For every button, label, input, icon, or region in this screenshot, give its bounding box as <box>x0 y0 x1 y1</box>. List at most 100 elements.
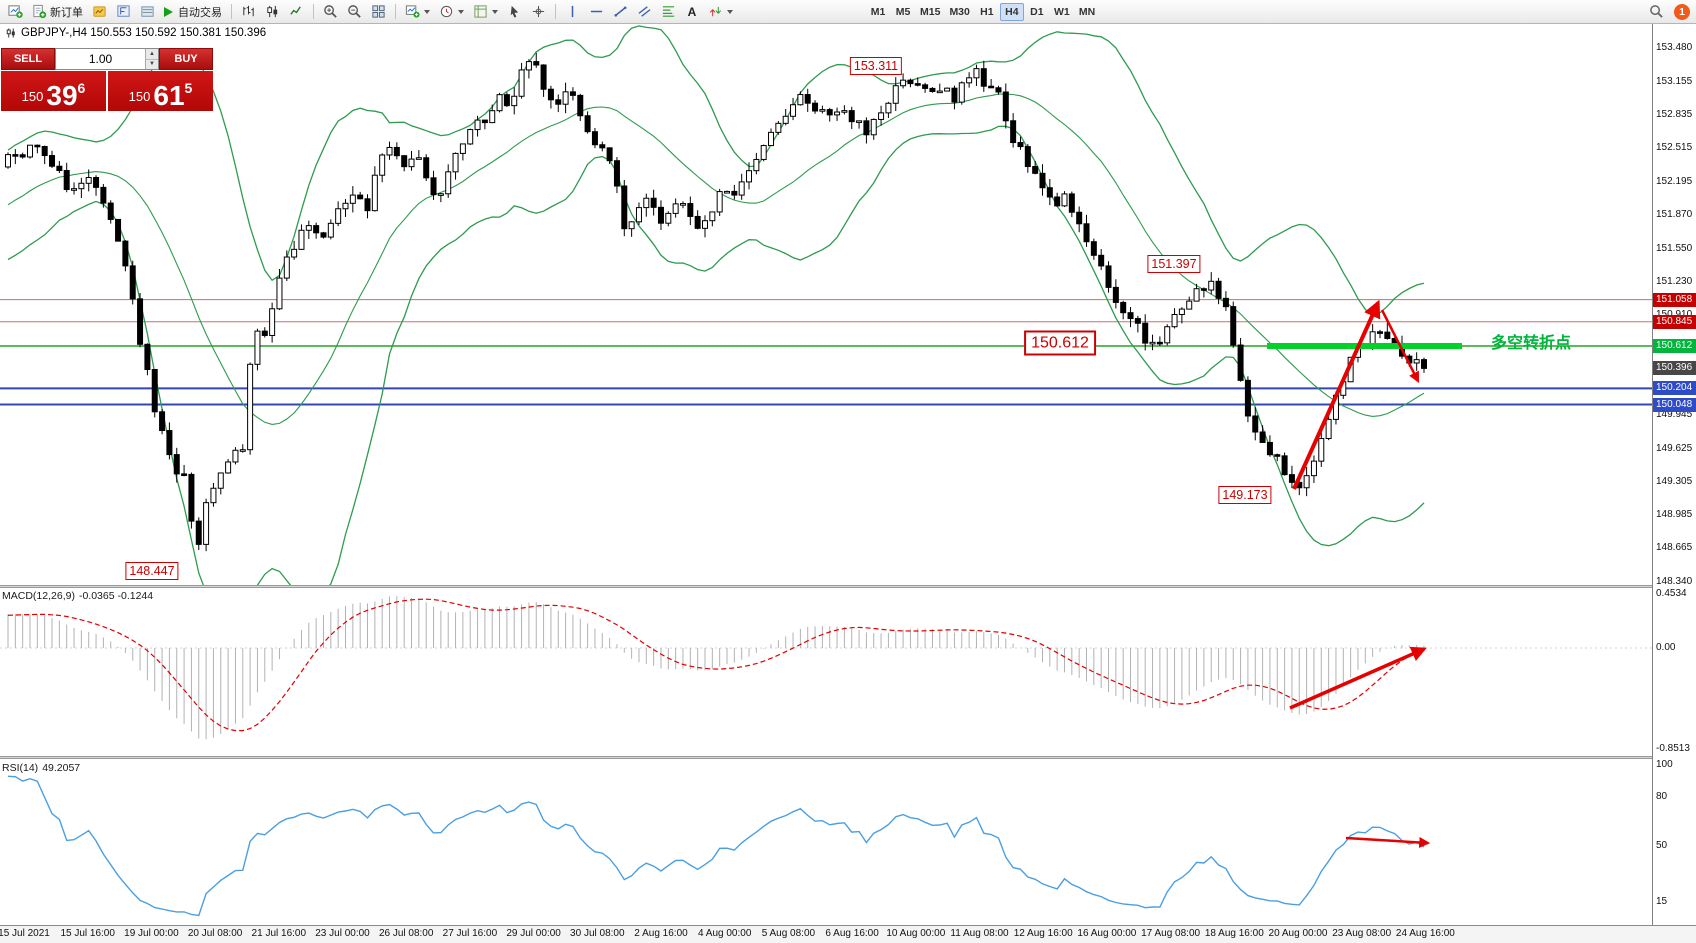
rsi-tick: 100 <box>1656 759 1673 770</box>
volume-up-button[interactable]: ▲ <box>146 49 158 60</box>
price-marker-label: 151.058 <box>1653 292 1696 307</box>
buy-price-sup: 5 <box>184 80 193 96</box>
notification-badge[interactable]: 1 <box>1674 3 1690 20</box>
bar-chart-button[interactable] <box>237 2 260 22</box>
time-tick: 4 Aug 00:00 <box>697 928 752 939</box>
sell-price-button[interactable]: 150 39 6 <box>1 71 106 111</box>
chart-icon <box>5 28 15 38</box>
text-icon: A <box>687 4 697 19</box>
timeframe-m1-button[interactable]: M1 <box>870 5 886 18</box>
cursor-button[interactable] <box>503 2 526 22</box>
fibonacci-button[interactable] <box>657 2 680 22</box>
tile-windows-button[interactable] <box>367 2 390 22</box>
timeframe-m30-button[interactable]: M30 <box>949 5 970 18</box>
price-tick: 148.985 <box>1656 508 1693 520</box>
market-watch-button[interactable] <box>88 2 111 22</box>
buy-price-big: 61 <box>153 80 185 111</box>
new-order-icon <box>32 4 47 19</box>
channel-button[interactable] <box>633 2 656 22</box>
timeframe-mn-button[interactable]: MN <box>1078 5 1096 18</box>
templates-button[interactable] <box>469 2 502 22</box>
sell-price-main: 150 <box>21 89 44 104</box>
time-tick: 26 Jul 08:00 <box>378 928 434 939</box>
autotrading-button[interactable]: 自动交易 <box>160 2 226 22</box>
new-order-button[interactable]: 新订单 <box>28 2 87 22</box>
timeframe-h4-button[interactable]: H4 <box>999 2 1024 21</box>
time-tick: 20 Aug 00:00 <box>1268 928 1328 939</box>
buy-button[interactable]: BUY <box>159 48 213 70</box>
timeframe-m5-button[interactable]: M5 <box>895 5 911 18</box>
search-button[interactable] <box>1645 2 1668 22</box>
price-marker-label: 150.845 <box>1653 314 1696 329</box>
macd-plot <box>0 596 1652 740</box>
arrange-charts-icon <box>405 4 420 18</box>
time-tick: 23 Jul 00:00 <box>315 928 370 939</box>
price-plot <box>0 25 1652 585</box>
horizontal-line-button[interactable] <box>585 2 608 22</box>
arrows-button[interactable] <box>704 2 737 22</box>
one-click-trading-widget: SELL 1.00 ▲ ▼ BUY 150 39 6 150 61 5 <box>1 48 213 111</box>
time-axis[interactable]: 15 Jul 2021 15 Jul 16:00 19 Jul 00:00 20 Ju… <box>0 925 1696 943</box>
time-tick: 2 Aug 16:00 <box>634 928 688 939</box>
panel-separator[interactable] <box>0 585 1696 588</box>
time-tick: 19 Jul 00:00 <box>124 928 179 939</box>
price-axis[interactable]: 153.480 153.155 152.835 152.515 152.195 151.8… <box>1652 24 1696 925</box>
new-chart-button[interactable] <box>4 2 27 22</box>
time-tick: 6 Aug 16:00 <box>825 928 879 939</box>
timeframe-m15-button[interactable]: M15 <box>920 5 941 18</box>
volume-down-button[interactable]: ▼ <box>146 59 158 69</box>
price-tick: 152.515 <box>1656 142 1693 154</box>
period-clock-button[interactable] <box>435 2 468 22</box>
market-watch-icon <box>92 4 107 19</box>
new-chart-icon <box>8 4 23 18</box>
time-tick: 29 Jul 00:00 <box>506 928 561 939</box>
time-tick: 30 Jul 08:00 <box>570 928 625 939</box>
chevron-down-icon <box>492 9 498 14</box>
crosshair-button[interactable] <box>527 2 550 22</box>
sell-price-sup: 6 <box>77 80 86 96</box>
buy-price-button[interactable]: 150 61 5 <box>108 71 213 111</box>
time-tick: 10 Aug 00:00 <box>886 928 946 939</box>
zoom-out-button[interactable] <box>343 2 366 22</box>
rsi-arrow <box>1345 836 1431 848</box>
toolbar-separator <box>231 4 232 19</box>
rally-arrow <box>1292 299 1381 490</box>
timeframe-h1-button[interactable]: H1 <box>980 5 994 18</box>
toolbar-separator <box>395 4 396 19</box>
period-clock-icon <box>439 4 454 19</box>
price-tick: 151.550 <box>1656 242 1693 254</box>
price-annotation-149173: 149.173 <box>1218 486 1272 505</box>
arrows-icon <box>708 4 723 19</box>
macd-arrow <box>1289 646 1427 710</box>
macd-tick: 0.00 <box>1656 642 1676 653</box>
trendline-icon <box>614 6 627 17</box>
candlestick-chart-button[interactable] <box>261 2 284 22</box>
toolbar-separator <box>555 4 556 19</box>
arrange-charts-button[interactable] <box>401 2 434 22</box>
timeframe-w1-button[interactable]: W1 <box>1054 5 1070 18</box>
volume-field[interactable]: 1.00 ▲ ▼ <box>55 48 159 70</box>
buy-price-main: 150 <box>128 89 151 104</box>
text-button[interactable]: A <box>681 2 703 22</box>
rsi-plot <box>7 775 1425 917</box>
zoom-in-button[interactable] <box>319 2 342 22</box>
navigator-button[interactable] <box>112 2 135 22</box>
sell-button[interactable]: SELL <box>1 48 55 70</box>
trendline-button[interactable] <box>609 2 632 22</box>
time-tick: 18 Aug 16:00 <box>1204 928 1264 939</box>
line-chart-button[interactable] <box>285 2 308 22</box>
vertical-line-button[interactable] <box>561 2 584 22</box>
terminal-button[interactable] <box>136 2 159 22</box>
rsi-tick: 50 <box>1656 839 1668 851</box>
panel-separator[interactable] <box>0 756 1696 759</box>
price-tick: 149.625 <box>1656 442 1693 454</box>
volume-value: 1.00 <box>88 52 113 66</box>
timeframe-d1-button[interactable]: D1 <box>1030 5 1044 18</box>
time-tick: 11 Aug 08:00 <box>950 928 1009 939</box>
price-marker-label: 150.612 <box>1653 338 1696 353</box>
price-tick: 150.910 <box>1656 309 1692 321</box>
bar-chart-icon <box>241 4 256 19</box>
annotation-arrows <box>1289 299 1431 848</box>
